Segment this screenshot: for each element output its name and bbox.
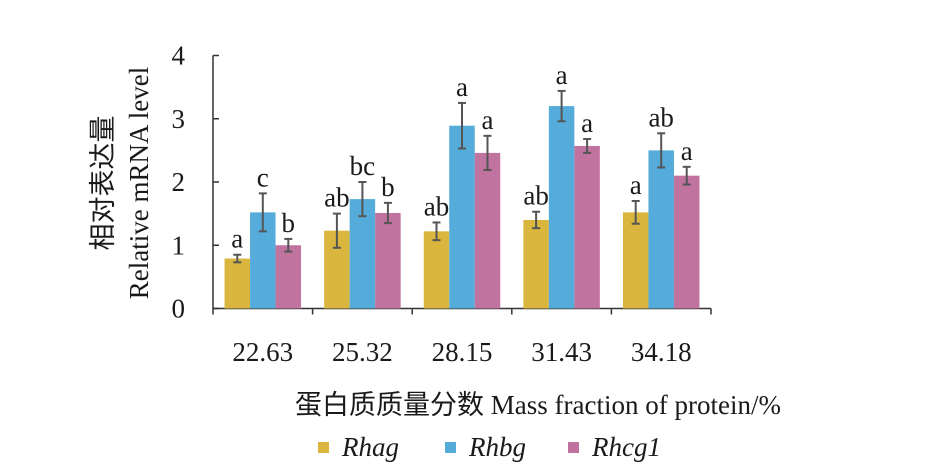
significance-label: ab xyxy=(424,191,449,221)
y-tick-label: 0 xyxy=(172,294,186,324)
bar-rhbg xyxy=(548,106,575,309)
significance-label: a xyxy=(456,72,468,102)
legend-label-rhbg: Rhbg xyxy=(468,432,526,462)
bar-rhag xyxy=(423,231,450,309)
x-tick-label: 34.18 xyxy=(631,337,692,367)
significance-label: c xyxy=(257,162,269,192)
bar-rhag xyxy=(622,212,649,309)
significance-label: ab xyxy=(648,102,673,132)
y-tick-label: 2 xyxy=(172,167,186,197)
significance-label: a xyxy=(581,108,593,138)
y-axis-title: 相对表达量 Relative mRNA level xyxy=(88,67,154,299)
bar-rhag xyxy=(523,219,549,309)
bar-rhbg xyxy=(648,150,674,309)
y-tick-label: 3 xyxy=(172,104,186,134)
bar-rhcg1 xyxy=(375,212,401,309)
bar-rhbg xyxy=(449,125,475,309)
bar-rhag xyxy=(224,258,251,309)
legend-swatch-rhbg xyxy=(445,442,456,453)
bar-rhcg1 xyxy=(275,245,302,309)
y-axis-title-cn: 相对表达量 xyxy=(88,116,118,251)
x-axis-title: 蛋白质质量分数 Mass fraction of protein/% xyxy=(295,390,781,420)
legend-label-rhag: Rhag xyxy=(341,432,399,462)
significance-label: bc xyxy=(350,151,376,181)
y-tick-label: 4 xyxy=(172,41,186,71)
legend-label-rhcg1: Rhcg1 xyxy=(591,432,661,462)
significance-label: ab xyxy=(324,183,349,213)
significance-label: a xyxy=(681,136,693,166)
significance-label: a xyxy=(482,105,494,135)
bar-rhbg xyxy=(349,199,376,309)
significance-label: a xyxy=(556,60,568,90)
legend-swatch-rhag xyxy=(318,442,329,453)
significance-label: b xyxy=(282,208,296,238)
x-tick-label: 28.15 xyxy=(432,337,493,367)
x-tick-label: 25.32 xyxy=(332,337,393,367)
x-tick-label: 31.43 xyxy=(531,337,592,367)
significance-label: a xyxy=(630,170,642,200)
y-axis-title-en: Relative mRNA level xyxy=(124,67,154,299)
y-tick-label: 1 xyxy=(172,230,186,260)
significance-label: ab xyxy=(523,181,548,211)
x-tick-label: 22.63 xyxy=(232,337,293,367)
legend: Rhag Rhbg Rhcg1 xyxy=(318,432,661,462)
bar-rhcg1 xyxy=(474,152,501,309)
bar-rhcg1 xyxy=(673,175,700,309)
bar-rhcg1 xyxy=(574,145,600,309)
significance-label: a xyxy=(231,224,243,254)
legend-swatch-rhcg1 xyxy=(568,442,579,453)
significance-label: b xyxy=(381,172,395,202)
